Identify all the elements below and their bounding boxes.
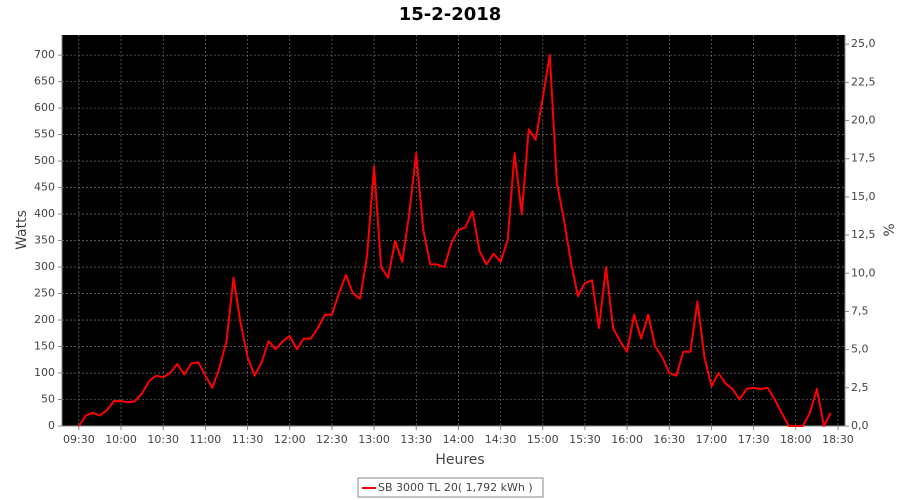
y-tick-label: 250 [34, 287, 55, 300]
x-tick-label: 15:00 [527, 433, 559, 446]
y-tick-label: 600 [34, 101, 55, 114]
legend-box [357, 477, 544, 498]
y-axis-label: Watts [14, 210, 30, 250]
y2-tick-label: 5,0 [851, 343, 869, 356]
y2-tick-label: 7,5 [851, 304, 869, 317]
y-tick-label: 50 [41, 393, 55, 406]
x-tick-label: 10:00 [105, 433, 137, 446]
y-tick-label: 100 [34, 366, 55, 379]
x-tick-label: 16:30 [653, 433, 685, 446]
y-tick-label: 150 [34, 340, 55, 353]
x-tick-label: 13:30 [400, 433, 432, 446]
y2-tick-label: 15,0 [851, 190, 876, 203]
y-tick-label: 700 [34, 48, 55, 61]
x-tick-label: 11:00 [190, 433, 222, 446]
y2-tick-label: 22,5 [851, 75, 876, 88]
y-tick-label: 500 [34, 154, 55, 167]
x-tick-label: 17:00 [696, 433, 728, 446]
plot-area [62, 35, 845, 426]
y2-tick-label: 2,5 [851, 381, 869, 394]
y2-tick-label: 12,5 [851, 228, 876, 241]
x-tick-label: 11:30 [232, 433, 264, 446]
y2-tick-label: 0,0 [851, 419, 869, 432]
y-tick-label: 550 [34, 128, 55, 141]
legend-label: SB 3000 TL 20( 1,792 kWh ) [378, 481, 533, 494]
x-tick-label: 09:30 [63, 433, 95, 446]
y-tick-label: 200 [34, 313, 55, 326]
chart-title: 15-2-2018 [399, 4, 502, 25]
x-tick-label: 10:30 [147, 433, 179, 446]
y-tick-label: 0 [48, 419, 55, 432]
y2-tick-label: 17,5 [851, 152, 876, 165]
series-line [78, 54, 832, 427]
y-tick-label: 650 [34, 75, 55, 88]
y2-axis-label: % [882, 223, 898, 236]
x-axis-label: Heures [435, 452, 484, 468]
y2-tick-label: 20,0 [851, 114, 876, 127]
x-tick-label: 18:00 [780, 433, 812, 446]
x-tick-label: 18:30 [822, 433, 854, 446]
x-tick-label: 17:30 [738, 433, 770, 446]
y2-tick-label: 10,0 [851, 266, 876, 279]
y-tick-label: 350 [34, 234, 55, 247]
x-tick-label: 12:30 [316, 433, 348, 446]
y-tick-label: 450 [34, 181, 55, 194]
y2-tick-label: 25,0 [851, 37, 876, 50]
x-tick-label: 15:30 [569, 433, 601, 446]
x-tick-label: 13:00 [358, 433, 390, 446]
x-tick-label: 14:30 [485, 433, 517, 446]
y-tick-label: 400 [34, 207, 55, 220]
x-tick-label: 12:00 [274, 433, 306, 446]
x-tick-label: 16:00 [611, 433, 643, 446]
x-tick-label: 14:00 [443, 433, 475, 446]
y-tick-label: 300 [34, 260, 55, 273]
